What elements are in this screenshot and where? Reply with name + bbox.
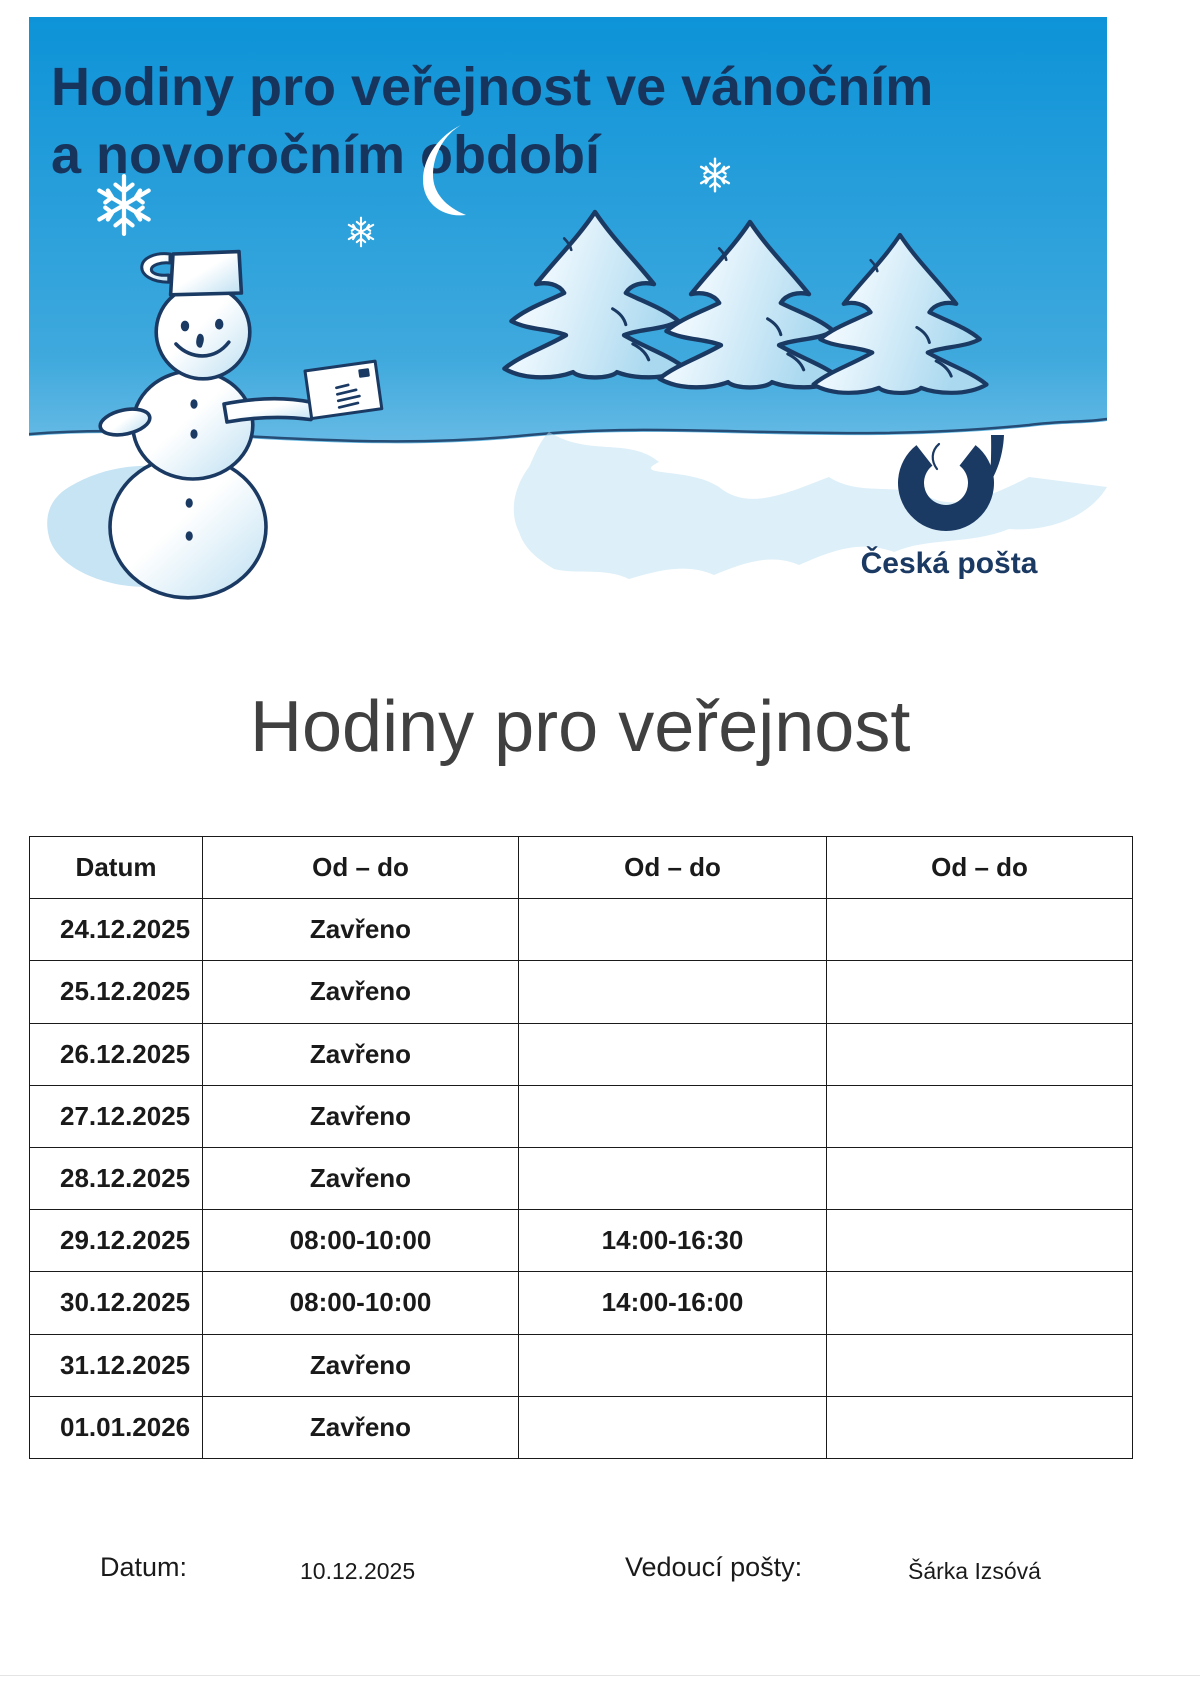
svg-text:a novoročním období: a novoročním období [51,125,602,185]
svg-text:Hodiny pro veřejnost ve vánočn: Hodiny pro veřejnost ve vánočním [51,57,933,117]
svg-text:Česká pošta: Česká pošta [861,546,1038,580]
